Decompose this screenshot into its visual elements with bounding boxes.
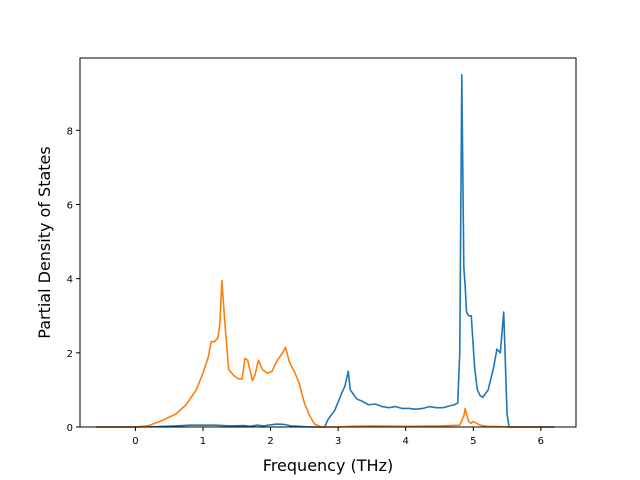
axes-frame: [79, 57, 577, 428]
x-axis-ticks: 0 1 2 3 4 5 6: [132, 427, 544, 447]
y-axis-label: Partial Density of States: [35, 146, 54, 338]
x-tick-label: 4: [403, 436, 409, 447]
x-axis-label: Frequency (THz): [263, 456, 393, 475]
series-line-1: [96, 73, 555, 428]
x-tick-label: 5: [470, 436, 476, 447]
y-tick-label: 2: [67, 349, 73, 360]
y-axis-ticks: 0 2 4 6 8: [67, 126, 80, 434]
x-tick-label: 6: [538, 436, 544, 447]
x-tick-label: 2: [267, 436, 273, 447]
y-tick-label: 8: [67, 126, 73, 137]
series-line-2: [96, 279, 555, 428]
x-tick-label: 0: [132, 436, 138, 447]
x-tick-label: 3: [335, 436, 341, 447]
x-tick-label: 1: [200, 436, 206, 447]
series-group: [96, 73, 555, 428]
y-tick-label: 6: [67, 200, 73, 211]
y-tick-label: 0: [67, 423, 73, 434]
y-tick-label: 4: [67, 275, 73, 286]
